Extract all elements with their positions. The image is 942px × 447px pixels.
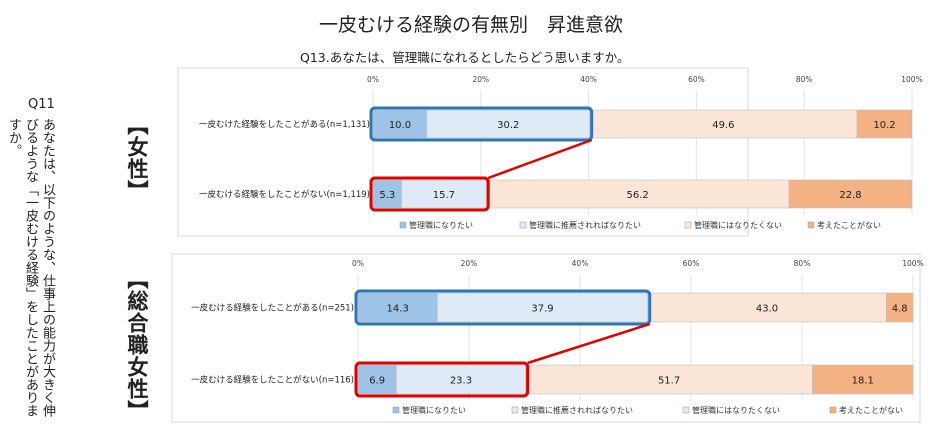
- comparison-connector-line: [487, 138, 593, 180]
- data-label: 10.2: [873, 120, 895, 131]
- section-label-career-track-women: 【総合職女性】: [125, 268, 149, 422]
- highlight-box-not-experienced: [369, 176, 490, 212]
- data-label: 6.9: [369, 376, 385, 387]
- x-tick-label: 100%: [902, 259, 923, 268]
- data-label: 56.2: [627, 190, 649, 201]
- bar-segment: [372, 179, 402, 209]
- bar-segment: [401, 179, 487, 209]
- legend-swatch: [829, 406, 837, 414]
- x-tick-label: 60%: [688, 75, 705, 84]
- data-label: 15.7: [433, 190, 455, 201]
- category-label: 一皮むけた経験をしたことがある(n=1,131): [199, 119, 370, 130]
- x-tick-label: 0%: [352, 259, 364, 268]
- legend-swatch: [392, 406, 400, 414]
- data-label: 43.0: [756, 304, 778, 315]
- plot-area-border: [171, 253, 921, 423]
- legend-label: 管理職にはなりたくない: [694, 220, 782, 230]
- legend-label: 考えたことがない: [817, 220, 881, 230]
- x-tick-label: 80%: [794, 259, 811, 268]
- page-title: 一皮むける経験の有無別 昇進意欲: [318, 14, 623, 36]
- legend-label: 管理職に推薦されればなりたい: [521, 405, 633, 415]
- data-label: 51.7: [658, 376, 680, 387]
- legend-label: 管理職にはなりたくない: [692, 405, 780, 415]
- data-label: 37.9: [531, 304, 553, 315]
- bar-segment: [647, 292, 887, 323]
- legend-label: 管理職になりたい: [402, 405, 466, 415]
- comparison-connector-line: [527, 322, 651, 365]
- bar-segment: [426, 109, 590, 139]
- data-label: 4.8: [892, 304, 908, 315]
- legend-swatch: [807, 221, 815, 229]
- legend-label: 管理職になりたい: [409, 220, 473, 230]
- legend-swatch: [511, 406, 519, 414]
- x-tick-label: 100%: [901, 75, 922, 84]
- bar-segment: [856, 109, 913, 139]
- x-tick-label: 40%: [580, 75, 597, 84]
- data-label: 22.8: [839, 190, 861, 201]
- highlight-box-not-experienced: [354, 361, 530, 398]
- legend-swatch: [519, 221, 527, 229]
- section-label-women: 【女性】: [125, 114, 149, 202]
- x-tick-label: 20%: [472, 75, 489, 84]
- x-tick-label: 80%: [796, 75, 813, 84]
- data-label: 49.6: [712, 120, 734, 131]
- bar-segment: [372, 109, 428, 139]
- question-text: あなたは、以下のような、仕事上の能力が大きく伸びるような「一皮むける経験」をした…: [6, 118, 55, 417]
- highlight-box-experienced: [369, 106, 594, 142]
- category-label: 一皮むける経験をしたことがない(n=116): [191, 375, 354, 386]
- data-label: 23.3: [450, 376, 472, 387]
- legend-label: 考えたことがない: [839, 405, 903, 415]
- legend-label: 管理職に推薦されればなりたい: [529, 220, 641, 230]
- legend-swatch: [682, 406, 690, 414]
- x-tick-label: 20%: [461, 259, 478, 268]
- legend-swatch: [684, 221, 692, 229]
- highlight-box-experienced: [354, 289, 652, 326]
- category-label: 一皮むける経験をしたことがある(n=251): [191, 303, 354, 314]
- data-label: 18.1: [852, 376, 874, 387]
- bar-segment: [886, 292, 914, 323]
- category-label: 一皮むける経験をしたことがない(n=1,119): [199, 189, 370, 200]
- question-subtitle: Q13.あなたは、管理職になれるとしたらどう思いますか。: [300, 50, 630, 65]
- data-label: 30.2: [497, 120, 519, 131]
- bar-segment: [788, 179, 913, 209]
- plot-area-border: [177, 67, 749, 237]
- data-label: 5.3: [379, 190, 395, 201]
- question-label: Q11: [28, 97, 55, 112]
- legend-swatch: [399, 221, 407, 229]
- x-tick-label: 60%: [683, 259, 700, 268]
- bar-segment: [589, 109, 858, 139]
- data-label: 10.0: [389, 120, 411, 131]
- x-tick-label: 40%: [572, 259, 589, 268]
- bar-segment: [812, 364, 914, 395]
- bar-segment: [485, 179, 790, 209]
- data-label: 14.3: [387, 304, 409, 315]
- bar-segment: [525, 364, 813, 395]
- x-tick-label: 0%: [367, 75, 379, 84]
